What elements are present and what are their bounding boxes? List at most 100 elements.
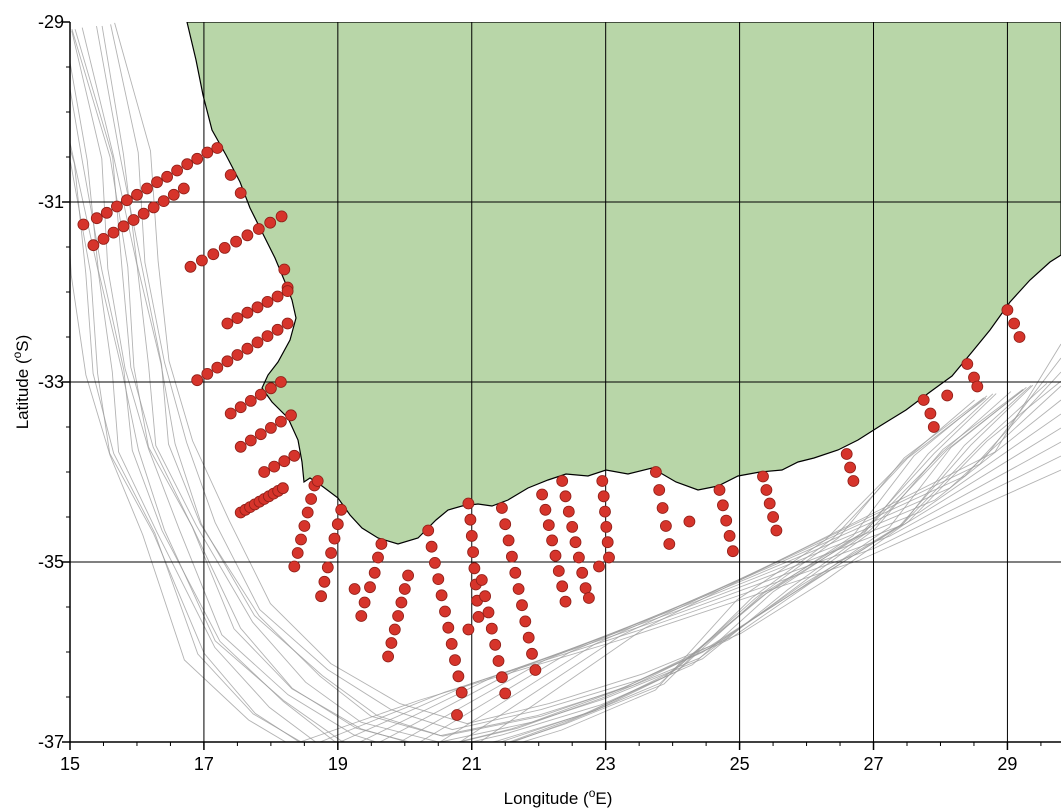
station-point <box>760 484 773 496</box>
station-point <box>254 388 267 401</box>
station-point <box>211 142 224 154</box>
station-point <box>258 466 271 478</box>
station-point <box>191 152 204 165</box>
station-point <box>251 336 264 349</box>
station-point <box>552 565 565 577</box>
station-point <box>576 566 589 579</box>
station-point <box>395 596 408 609</box>
station-point <box>559 595 572 608</box>
station-point <box>191 374 204 387</box>
station-points <box>77 142 1026 721</box>
station-point <box>171 164 184 177</box>
station-point <box>927 421 940 433</box>
depth-contour <box>74 29 1024 742</box>
station-point <box>445 638 458 650</box>
depth-contour <box>114 22 1061 725</box>
depth-contour <box>71 28 1024 742</box>
x-axis-ticks: 15 17 19 21 23 25 27 29 <box>60 742 1042 774</box>
station-point <box>603 551 615 564</box>
station-point <box>181 158 194 171</box>
station-point <box>583 592 595 604</box>
depth-contour <box>70 245 975 742</box>
station-point <box>321 561 334 574</box>
station-point <box>221 317 234 330</box>
station-point <box>542 519 555 531</box>
station-point <box>221 355 234 368</box>
depth-contour <box>81 27 1027 742</box>
station-point <box>509 566 522 579</box>
station-point <box>375 538 388 550</box>
station-point <box>295 533 307 546</box>
station-point <box>402 569 415 582</box>
station-point <box>596 475 609 487</box>
x-axis-title: Longitude (oE) <box>504 786 613 808</box>
x-tick-label: 15 <box>60 754 80 774</box>
station-point <box>244 434 257 447</box>
station-point <box>151 176 163 189</box>
depth-contour <box>70 159 985 742</box>
station-point <box>167 188 180 201</box>
station-point <box>268 460 281 473</box>
station-point <box>147 201 160 214</box>
station-point <box>439 605 451 618</box>
station-point <box>579 582 592 594</box>
station-point <box>529 664 542 676</box>
station-point <box>717 499 729 512</box>
station-point <box>455 686 468 699</box>
station-point <box>261 330 274 343</box>
station-point <box>482 606 495 619</box>
y-axis-ticks: -29 -31 -33 -35 -37 <box>38 12 70 752</box>
station-point <box>442 621 455 634</box>
y-tick-label: -29 <box>38 12 64 32</box>
station-point <box>271 323 284 336</box>
station-point <box>1013 331 1026 343</box>
station-point <box>315 590 328 603</box>
station-point <box>495 502 508 514</box>
station-point <box>184 260 197 273</box>
station-point <box>489 638 502 651</box>
station-point <box>285 409 297 422</box>
station-point <box>348 583 361 595</box>
station-point <box>368 566 381 579</box>
station-point <box>224 169 237 181</box>
station-point <box>100 206 113 219</box>
station-point <box>207 248 220 261</box>
depth-contour <box>479 343 1061 742</box>
station-point <box>536 488 548 501</box>
graticule <box>70 22 1061 742</box>
station-point <box>465 530 478 542</box>
station-point <box>355 610 368 622</box>
station-point <box>516 599 528 612</box>
station-point <box>137 207 150 220</box>
station-point <box>264 216 277 229</box>
station-point <box>723 530 736 542</box>
station-point <box>331 518 344 531</box>
x-tick-label: 29 <box>997 754 1017 774</box>
station-point <box>451 709 463 721</box>
station-point <box>546 534 558 547</box>
depth-contour <box>319 455 1061 742</box>
station-point <box>464 513 477 526</box>
station-point <box>428 557 441 569</box>
station-point <box>425 540 438 553</box>
station-point <box>127 214 140 226</box>
station-point <box>650 466 662 478</box>
station-point <box>763 497 776 510</box>
station-point <box>462 497 475 510</box>
station-point <box>230 235 243 248</box>
y-tick-label: -37 <box>38 732 64 752</box>
station-point <box>556 475 569 487</box>
station-point <box>358 596 371 609</box>
station-point <box>274 376 287 388</box>
station-point <box>288 449 301 462</box>
y-tick-label: -33 <box>38 372 64 392</box>
depth-contour <box>70 140 988 742</box>
station-point <box>472 611 485 623</box>
station-point <box>502 534 515 547</box>
station-point <box>499 687 512 700</box>
station-point <box>281 317 294 330</box>
station-point <box>241 229 254 242</box>
station-point <box>254 428 267 441</box>
station-point <box>111 200 123 213</box>
